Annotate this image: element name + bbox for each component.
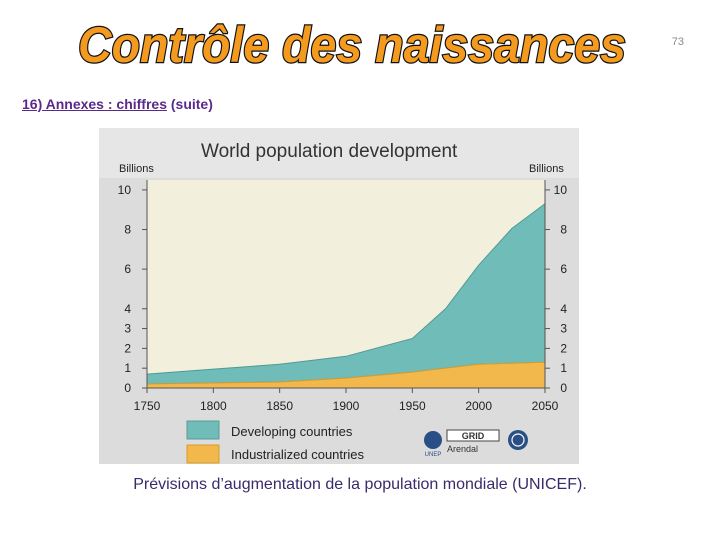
legend: Developing countries Industrialized coun… (186, 420, 364, 464)
y-tick-label-left-3: 3 (124, 322, 131, 336)
subtitle-link[interactable]: 16) Annexes : chiffres (22, 96, 167, 112)
y-tick-label-left-2: 2 (124, 341, 131, 355)
grid-logo-box (446, 429, 500, 442)
y-tick-label-left-4: 4 (124, 302, 131, 316)
x-tick-label-1950: 1950 (399, 399, 426, 413)
chart-title: World population development (201, 141, 458, 162)
x-tick-label-1750: 1750 (134, 399, 161, 413)
x-tick-label-1850: 1850 (266, 399, 293, 413)
arendal-logo-text: Arendal (447, 444, 478, 454)
y-tick-label-left-6: 6 (124, 262, 131, 276)
legend-label-developing: Developing countries (231, 424, 353, 439)
page-number: 73 (671, 36, 684, 48)
legend-swatch-developing (186, 420, 220, 440)
unep-logo (424, 431, 442, 449)
partner-logos: UNEP GRID Arendal (424, 429, 528, 458)
slide-title-text: Contrôle des naissances (78, 17, 626, 73)
legend-label-industrialized: Industrialized countries (231, 447, 364, 462)
un-logo (508, 430, 528, 450)
y-axis-label-right: Billions (529, 163, 564, 175)
y-tick-label-right-8: 8 (560, 223, 567, 237)
legend-swatch-industrialized (186, 444, 220, 464)
x-tick-label-1800: 1800 (200, 399, 227, 413)
population-chart-svg: World population development Billions Bi… (99, 128, 579, 464)
y-tick-label-left-0: 0 (124, 381, 131, 395)
x-tick-label-1900: 1900 (333, 399, 360, 413)
population-chart: World population development Billions Bi… (99, 128, 579, 464)
slide-title: Contrôle des naissances (77, 16, 628, 75)
y-tick-label-right-1: 1 (560, 361, 567, 375)
y-tick-label-right-0: 0 (560, 381, 567, 395)
section-subtitle: 16) Annexes : chiffres (suite) (22, 96, 213, 112)
y-tick-label-right-4: 4 (560, 302, 567, 316)
y-axis-label-left: Billions (119, 163, 154, 175)
subtitle-suffix: (suite) (166, 96, 213, 112)
x-tick-label-2050: 2050 (532, 399, 559, 413)
figure-caption: Prévisions d’augmentation de la populati… (133, 476, 587, 493)
unep-logo-text: UNEP (425, 452, 442, 458)
y-tick-label-left-8: 8 (124, 223, 131, 237)
y-tick-label-right-2: 2 (560, 341, 567, 355)
y-tick-label-left-10: 10 (118, 183, 132, 197)
x-tick-label-2000: 2000 (465, 399, 492, 413)
title-band (99, 128, 579, 178)
axes: 0 1 2 3 4 6 8 10 0 1 2 3 4 6 8 10 1750 1800 1850 1900 1950 20… (118, 180, 568, 413)
y-tick-label-right-6: 6 (560, 262, 567, 276)
y-tick-label-right-10: 10 (554, 183, 568, 197)
y-tick-label-right-3: 3 (560, 322, 567, 336)
y-tick-label-left-1: 1 (124, 361, 131, 375)
grid-logo-text: GRID (462, 431, 485, 441)
un-logo-ring (511, 433, 525, 447)
